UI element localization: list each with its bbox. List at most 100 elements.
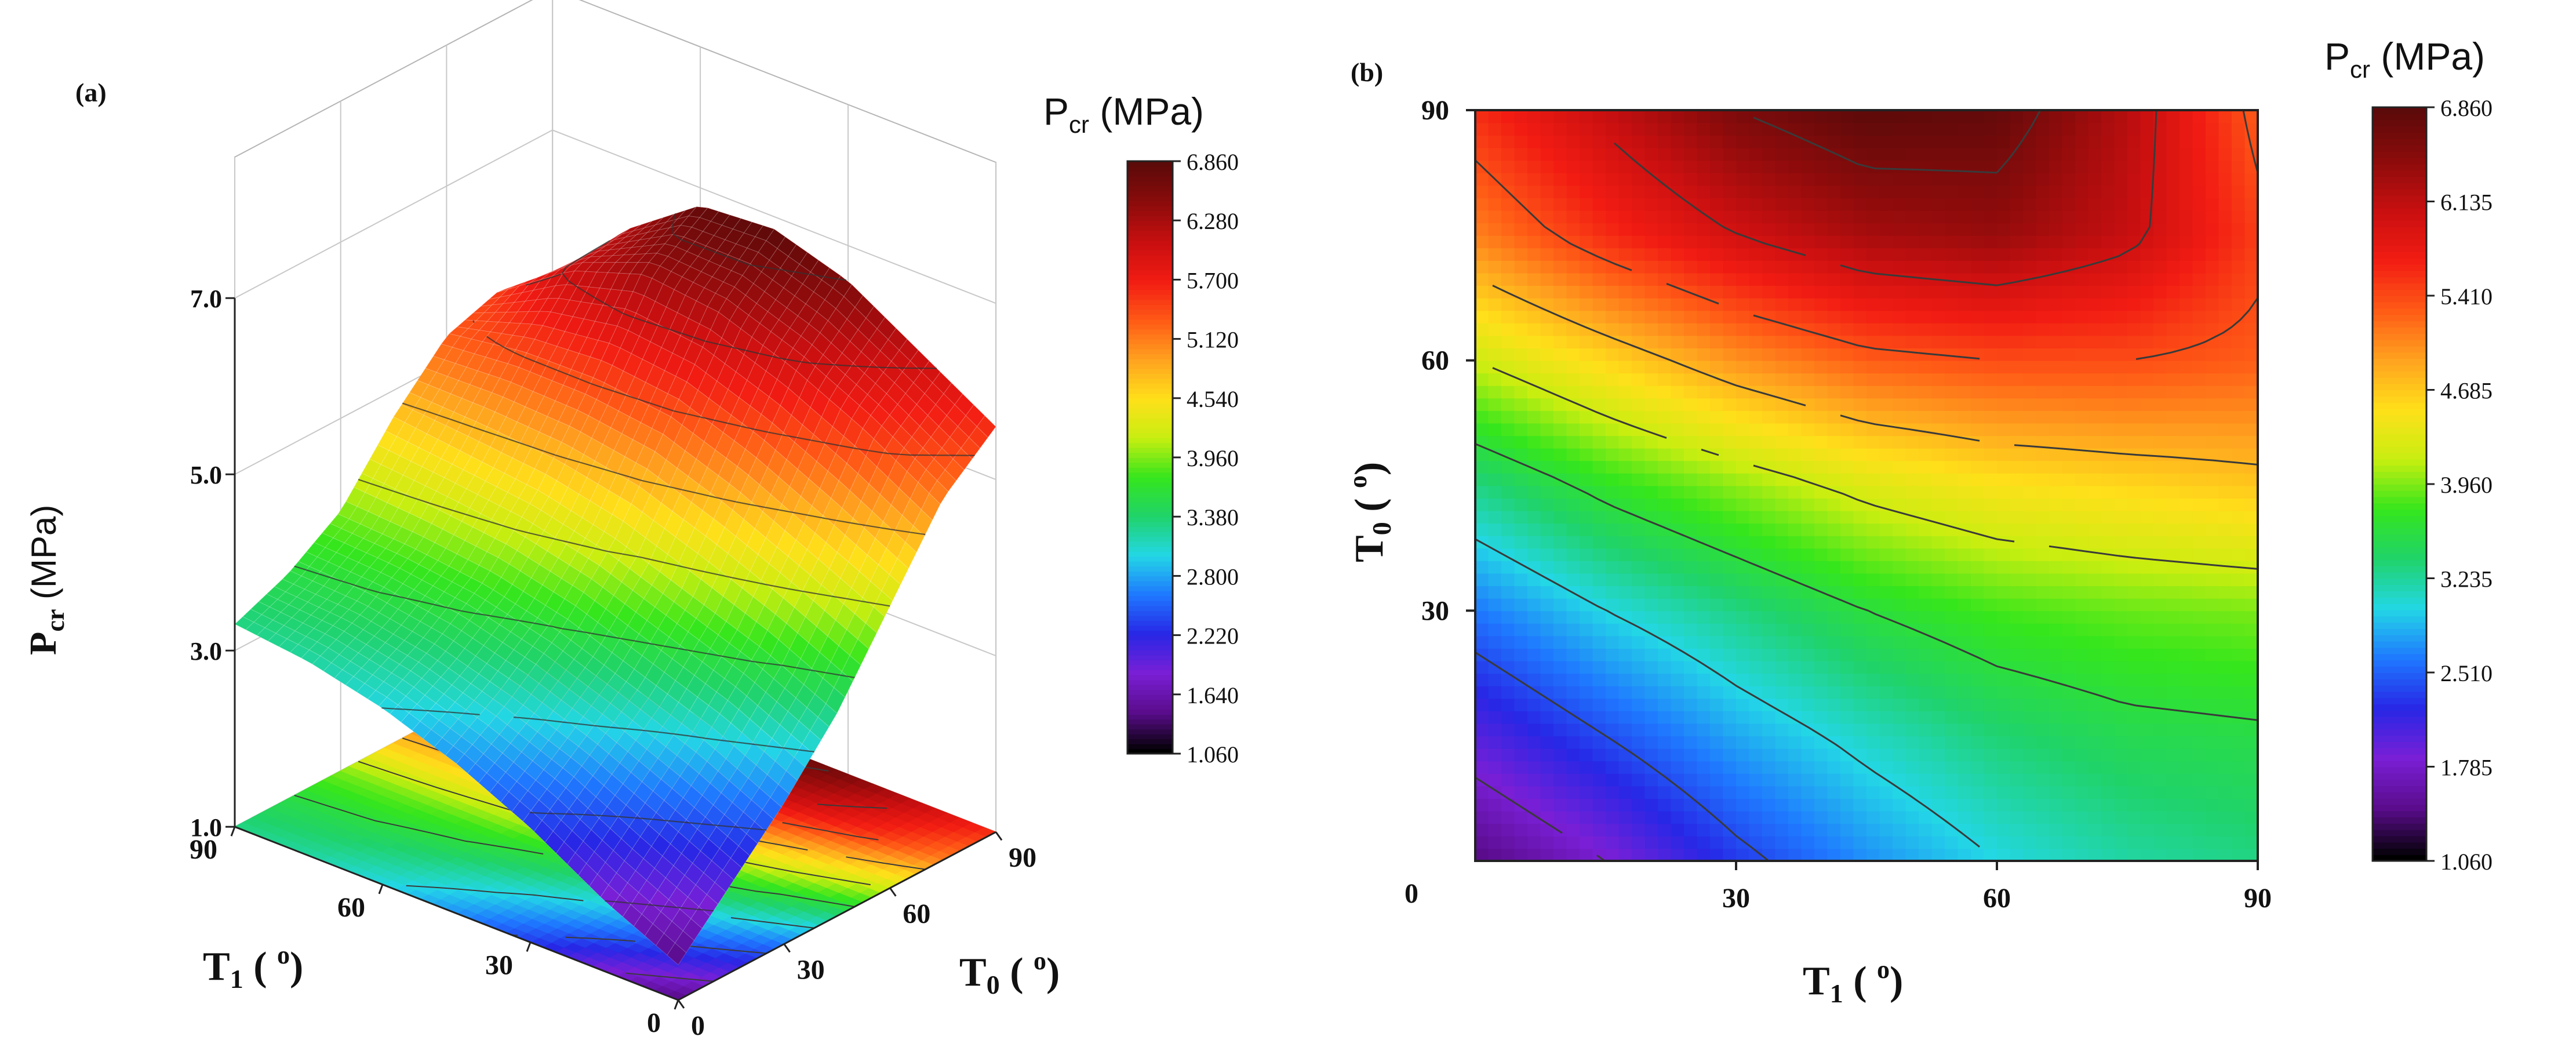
- contour-cell: [1501, 748, 1515, 762]
- contour-cell: [1527, 510, 1541, 524]
- contour-cell: [2075, 810, 2089, 824]
- contour-cell: [1749, 586, 1763, 599]
- contour-cell: [1501, 635, 1515, 649]
- contour-cell: [1931, 723, 1945, 737]
- contour-cell: [1580, 810, 1593, 824]
- contour-cell: [1671, 773, 1684, 787]
- contour-cell: [1501, 685, 1515, 699]
- contour-cell: [1514, 472, 1528, 486]
- contour-cell: [1827, 623, 1841, 637]
- contour-cell: [1775, 498, 1789, 511]
- contour-cell: [1971, 548, 1985, 561]
- contour-cell: [2114, 472, 2128, 486]
- contour-cell: [1905, 548, 1919, 561]
- contour-cell: [1879, 598, 1893, 612]
- contour-cell: [1514, 485, 1528, 499]
- panel-a-colorbar-swatch: [1127, 699, 1173, 705]
- panel-a-colorbar-swatch: [1127, 576, 1173, 581]
- contour-cell: [2218, 472, 2232, 486]
- contour-cell: [2166, 548, 2180, 561]
- contour-cell: [1931, 610, 1945, 624]
- contour-cell: [1984, 623, 1998, 637]
- contour-cell: [2166, 586, 2180, 599]
- surface-facet: [623, 246, 644, 256]
- contour-cell: [1893, 660, 1906, 674]
- surface-facet: [590, 483, 610, 508]
- contour-cell: [2010, 823, 2024, 837]
- contour-cell: [1945, 498, 1959, 511]
- contour-cell: [1814, 561, 1828, 574]
- contour-cell: [1984, 635, 1998, 649]
- contour-cell: [1827, 472, 1841, 486]
- contour-cell: [1501, 498, 1515, 511]
- contour-cell: [1866, 548, 1880, 561]
- surface-facet: [752, 580, 773, 606]
- contour-cell: [1488, 711, 1502, 724]
- surface-facet: [574, 841, 595, 864]
- surface-facet: [305, 628, 326, 642]
- contour-cell: [2062, 635, 2076, 649]
- contour-cell: [2049, 648, 2063, 661]
- contour-cell: [2244, 786, 2258, 799]
- contour-cell: [2244, 848, 2258, 861]
- panel-a-colorbar-swatch: [1127, 660, 1173, 666]
- contour-cell: [2101, 848, 2115, 861]
- contour-cell: [2206, 786, 2220, 799]
- contour-cell: [1566, 561, 1580, 574]
- panel-a-colorbar-swatch: [1127, 368, 1173, 375]
- contour-cell: [2127, 761, 2141, 774]
- panel-a-colorbar-swatch: [1127, 457, 1173, 463]
- contour-cell: [1606, 711, 1620, 724]
- contour-cell: [2010, 748, 2024, 762]
- contour-cell: [1514, 623, 1528, 637]
- contour-cell: [1540, 761, 1554, 774]
- contour-cell: [1684, 523, 1698, 536]
- contour-cell: [2088, 786, 2102, 799]
- contour-cell: [2218, 798, 2232, 812]
- contour-cell: [1879, 586, 1893, 599]
- contour-cell: [1592, 823, 1606, 837]
- contour-cell: [1618, 610, 1632, 624]
- contour-cell: [1762, 685, 1776, 699]
- contour-cell: [1488, 523, 1502, 536]
- contour-cell: [2114, 561, 2128, 574]
- panel-a-xtick: [230, 826, 236, 837]
- contour-cell: [1749, 673, 1763, 686]
- contour-cell: [2049, 761, 2063, 774]
- contour-cell: [2127, 660, 2141, 674]
- contour-cell: [1814, 773, 1828, 787]
- contour-cell: [1540, 698, 1554, 711]
- contour-cell: [2140, 472, 2154, 486]
- contour-cell: [1606, 561, 1620, 574]
- contour-cell: [1632, 835, 1646, 849]
- contour-cell: [1893, 848, 1906, 861]
- contour-cell: [1723, 711, 1737, 724]
- contour-cell: [1945, 698, 1959, 711]
- panel-a-colorbar-swatch: [1127, 709, 1173, 715]
- contour-cell: [1801, 761, 1815, 774]
- contour-cell: [1592, 573, 1606, 587]
- contour-cell: [1553, 723, 1567, 737]
- panel-a-colorbar-swatch: [1127, 497, 1173, 503]
- contour-cell: [1749, 786, 1763, 799]
- panel-a-zaxis-title-unit: (MPa): [24, 505, 63, 609]
- contour-cell: [1866, 736, 1880, 749]
- contour-cell: [1697, 773, 1711, 787]
- contour-cell: [1592, 685, 1606, 699]
- contour-cell: [2127, 573, 2141, 587]
- contour-cell: [1618, 573, 1632, 587]
- contour-cell: [2180, 748, 2193, 762]
- contour-cell: [1801, 573, 1815, 587]
- contour-cell: [1827, 573, 1841, 587]
- contour-cell: [1775, 623, 1789, 637]
- contour-cell: [2244, 673, 2258, 686]
- contour-cell: [1723, 660, 1737, 674]
- contour-cell: [1658, 736, 1672, 749]
- contour-cell: [1840, 748, 1854, 762]
- contour-cell: [1618, 736, 1632, 749]
- surface-facet: [526, 598, 546, 619]
- contour-cell: [2232, 623, 2246, 637]
- contour-cell: [1723, 623, 1737, 637]
- contour-cell: [1632, 786, 1646, 799]
